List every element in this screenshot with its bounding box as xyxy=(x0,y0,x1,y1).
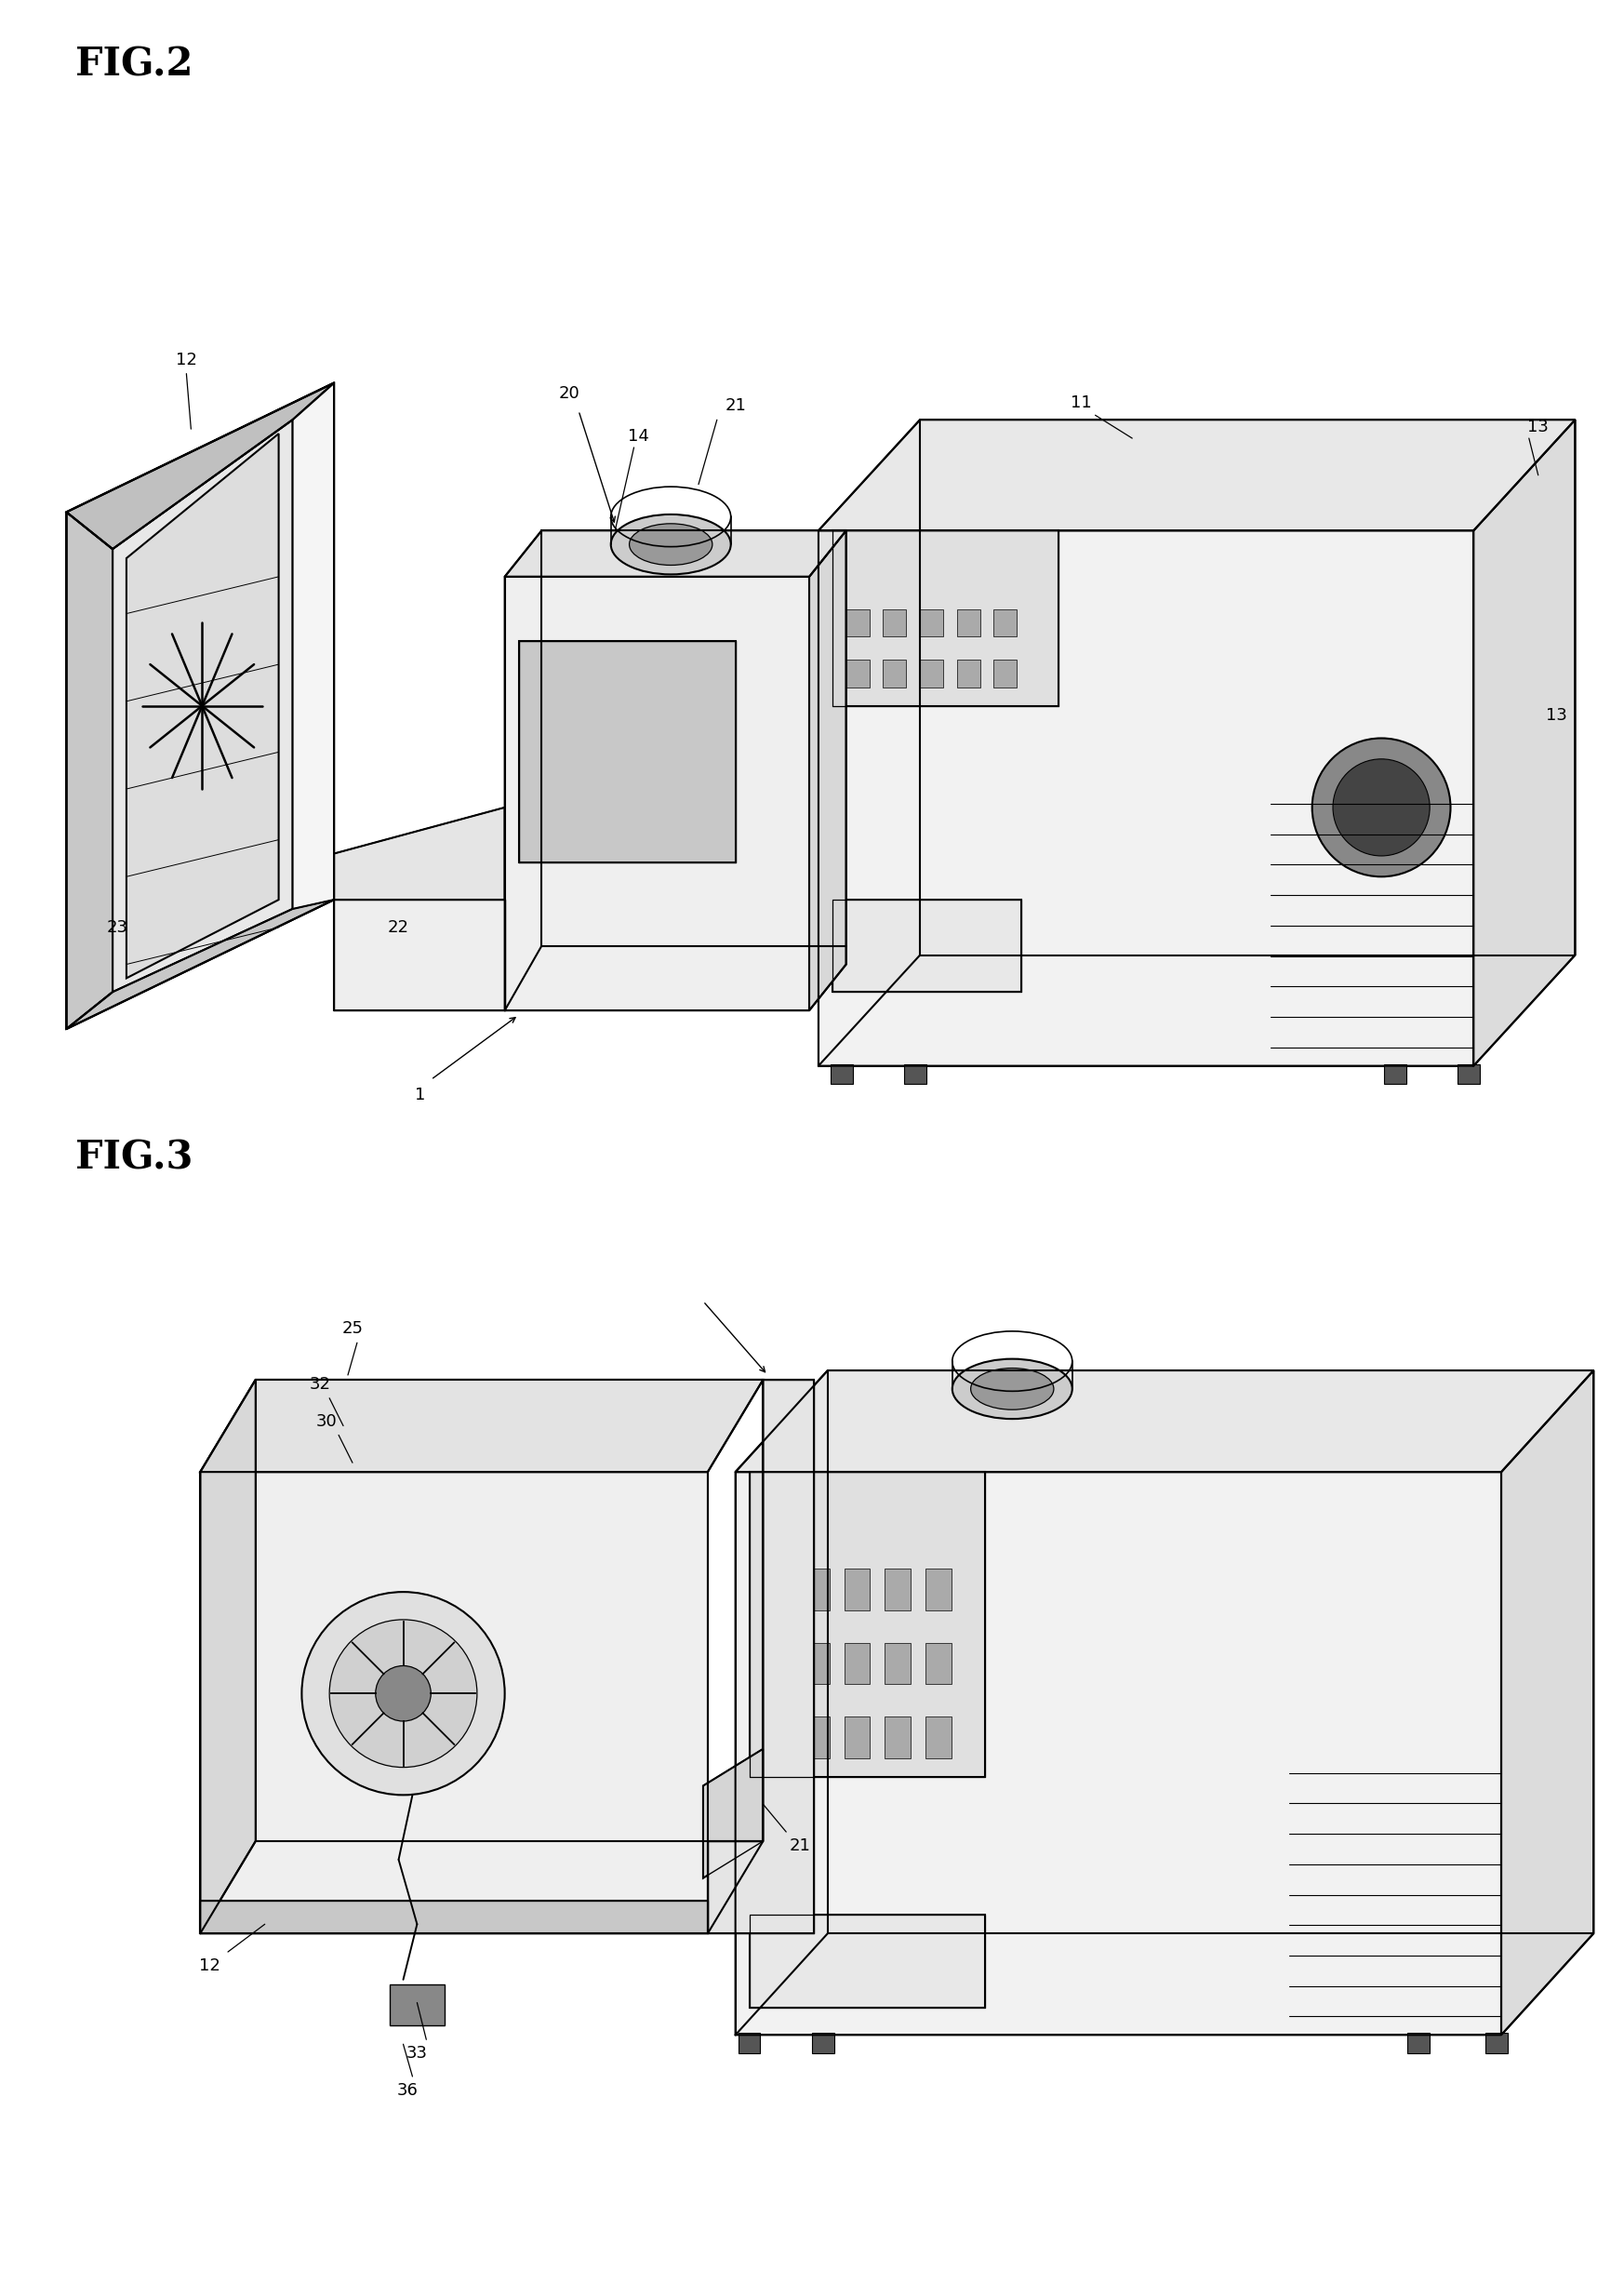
Bar xyxy=(763,1642,789,1683)
Polygon shape xyxy=(1501,1370,1593,2035)
Ellipse shape xyxy=(1312,738,1450,877)
Text: 13: 13 xyxy=(1528,418,1549,436)
Bar xyxy=(804,1718,830,1759)
Bar xyxy=(1406,2033,1429,2053)
Polygon shape xyxy=(67,384,335,548)
Polygon shape xyxy=(708,1380,814,1935)
Text: 14: 14 xyxy=(628,427,650,445)
Bar xyxy=(804,1569,830,1610)
Polygon shape xyxy=(67,900,335,1028)
Bar xyxy=(885,1642,911,1683)
Text: 20: 20 xyxy=(559,386,580,402)
Text: 11: 11 xyxy=(1070,395,1091,411)
Text: 21: 21 xyxy=(724,397,745,413)
Bar xyxy=(844,1569,870,1610)
Bar xyxy=(957,610,979,637)
Bar xyxy=(883,660,906,687)
Polygon shape xyxy=(335,809,505,900)
Polygon shape xyxy=(818,420,1575,530)
Text: 36: 36 xyxy=(398,2083,419,2099)
Bar xyxy=(844,1642,870,1683)
Text: 23: 23 xyxy=(107,918,128,936)
Bar xyxy=(885,1718,911,1759)
Text: 13: 13 xyxy=(1546,706,1567,724)
Bar xyxy=(926,1569,952,1610)
Bar xyxy=(739,2033,760,2053)
Text: 12: 12 xyxy=(175,352,197,368)
Text: 21: 21 xyxy=(789,1836,810,1855)
Polygon shape xyxy=(749,1471,984,1777)
Polygon shape xyxy=(200,1900,708,1935)
Bar xyxy=(905,1064,926,1085)
Bar xyxy=(844,1718,870,1759)
Polygon shape xyxy=(736,1471,1501,2035)
Text: 32: 32 xyxy=(310,1375,331,1393)
Circle shape xyxy=(330,1619,477,1768)
Bar xyxy=(763,1718,789,1759)
Text: FIG.2: FIG.2 xyxy=(76,46,193,85)
Bar xyxy=(919,660,944,687)
Bar xyxy=(926,1718,952,1759)
Ellipse shape xyxy=(611,514,731,573)
Polygon shape xyxy=(200,1471,708,1935)
Text: 1: 1 xyxy=(414,1087,425,1103)
Text: 22: 22 xyxy=(388,918,409,936)
Polygon shape xyxy=(518,642,736,863)
Bar xyxy=(804,1642,830,1683)
Polygon shape xyxy=(505,530,846,576)
Text: 33: 33 xyxy=(406,2044,427,2062)
Polygon shape xyxy=(112,420,292,991)
Polygon shape xyxy=(200,1380,255,1935)
Bar xyxy=(1486,2033,1507,2053)
Polygon shape xyxy=(67,512,112,1028)
Polygon shape xyxy=(335,900,505,1010)
Bar xyxy=(1458,1064,1479,1085)
Polygon shape xyxy=(809,530,846,1010)
Polygon shape xyxy=(749,1914,984,2008)
Bar xyxy=(830,1064,853,1085)
Polygon shape xyxy=(505,576,809,1010)
Bar xyxy=(846,610,869,637)
Ellipse shape xyxy=(630,523,713,564)
Bar xyxy=(846,660,869,687)
Text: 25: 25 xyxy=(341,1320,364,1336)
Bar xyxy=(390,1985,445,2026)
Polygon shape xyxy=(200,1380,763,1471)
Polygon shape xyxy=(736,1370,1593,1471)
Bar xyxy=(1384,1064,1406,1085)
Bar xyxy=(926,1642,952,1683)
Text: 12: 12 xyxy=(198,1957,221,1973)
Bar xyxy=(883,610,906,637)
Ellipse shape xyxy=(971,1368,1054,1409)
Bar xyxy=(763,1569,789,1610)
Polygon shape xyxy=(1473,420,1575,1067)
Bar xyxy=(919,610,944,637)
Circle shape xyxy=(375,1665,430,1722)
Text: FIG.3: FIG.3 xyxy=(76,1140,193,1179)
Circle shape xyxy=(302,1592,505,1795)
Bar xyxy=(885,1569,911,1610)
Ellipse shape xyxy=(952,1359,1072,1418)
Ellipse shape xyxy=(1333,758,1429,856)
Polygon shape xyxy=(703,1750,763,1877)
Polygon shape xyxy=(67,384,335,1028)
Polygon shape xyxy=(127,434,279,978)
Bar xyxy=(812,2033,835,2053)
Bar xyxy=(957,660,979,687)
Bar xyxy=(994,610,1017,637)
Polygon shape xyxy=(831,530,1059,706)
Polygon shape xyxy=(831,900,1021,991)
Text: 30: 30 xyxy=(317,1414,338,1430)
Polygon shape xyxy=(818,530,1473,1067)
Bar xyxy=(994,660,1017,687)
